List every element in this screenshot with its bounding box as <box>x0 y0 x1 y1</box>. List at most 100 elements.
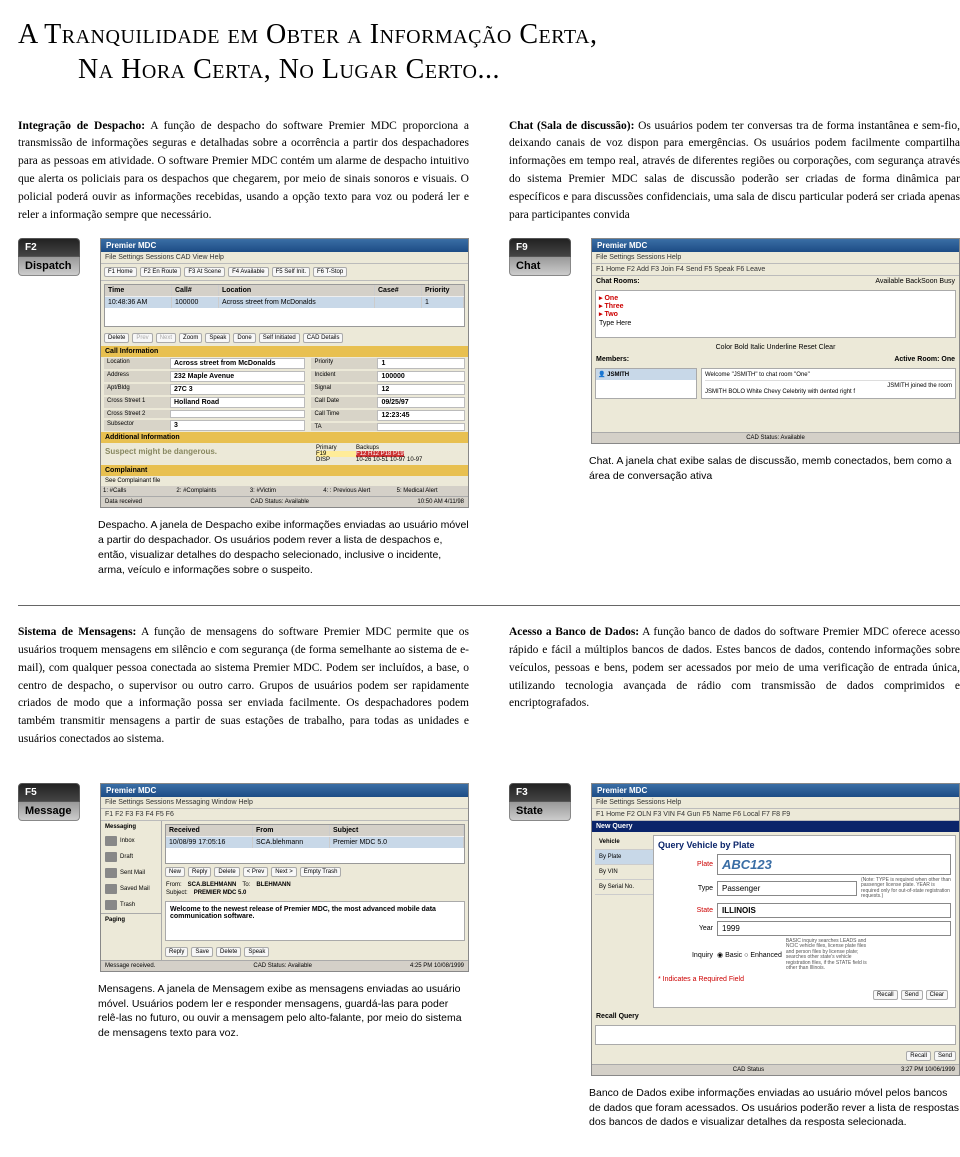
db-query-form: Query Vehicle by Plate PlateABC123 TypeP… <box>653 835 956 1008</box>
btn-delete[interactable]: Delete <box>104 333 129 343</box>
key-f5: F5 <box>18 783 80 802</box>
fv-cs1: Holland Road <box>170 397 305 408</box>
fl-cdate: Call Date <box>311 397 377 408</box>
para-dispatch: Integração de Despacho: A função de desp… <box>18 118 469 225</box>
fv-addr: 232 Maple Avenue <box>170 371 305 382</box>
folder-saved[interactable]: Saved Mail <box>120 886 150 892</box>
db-veh[interactable]: Vehicle <box>595 835 653 850</box>
key-f2: F2 <box>18 238 80 257</box>
msg-del[interactable]: Delete <box>214 867 239 877</box>
db-byplate[interactable]: By Plate <box>595 850 653 865</box>
db-state-val[interactable]: ILLINOIS <box>717 903 951 918</box>
msg-st-recv: Message received. <box>105 963 155 969</box>
btn-cad[interactable]: CAD Details <box>303 333 344 343</box>
tb-available[interactable]: F4 Available <box>228 267 269 277</box>
chat-titlebar: Premier MDC <box>592 239 959 252</box>
msg-from-val: SCA.BLEHMANN <box>188 882 237 888</box>
body-db: A função banco de dados do software Prem… <box>509 626 960 709</box>
db-clear[interactable]: Clear <box>926 990 948 1000</box>
tb-tstop[interactable]: F6 T-Stop <box>313 267 347 277</box>
btn-done[interactable]: Done <box>233 333 255 343</box>
msg-folder-tree[interactable]: Messaging Inbox Draft Sent Mail Saved Ma… <box>101 821 162 960</box>
folder-sent[interactable]: Sent Mail <box>120 870 145 876</box>
btn-zoom[interactable]: Zoom <box>179 333 202 343</box>
db-type-lbl: Type <box>658 885 713 892</box>
status-recv: Data received <box>105 499 142 505</box>
caption-msg: Mensagens. A janela de Mensagem exibe as… <box>18 982 469 1041</box>
keycap-f3: F3 State <box>509 783 571 821</box>
fv-inc: 100000 <box>377 371 465 382</box>
btn-next: Next <box>156 333 176 343</box>
tb-enroute[interactable]: F2 En Route <box>140 267 182 277</box>
db-recall2[interactable]: Recall <box>906 1051 931 1061</box>
gh-time: Time <box>105 285 172 296</box>
chat-member-list[interactable]: 👤 JSMITH <box>595 368 697 399</box>
gr-prio[interactable]: 1 <box>422 297 464 308</box>
chat-room-2[interactable]: Three <box>604 303 623 310</box>
msg-reply[interactable]: Reply <box>188 867 211 877</box>
db-inq-basic[interactable]: Basic <box>725 952 742 959</box>
chat-room-3[interactable]: Two <box>604 311 617 318</box>
chat-room-1[interactable]: One <box>604 295 618 302</box>
screenshot-state: Premier MDC File Settings Sessions Help … <box>591 783 960 1076</box>
tb-atscene[interactable]: F3 At Scene <box>184 267 225 277</box>
mr-date[interactable]: 10/08/99 17:05:16 <box>166 837 253 848</box>
chat-rooms-list[interactable]: ▸ One ▸ Three ▸ Two Type Here <box>595 290 956 338</box>
compl-4: 4: : Previous Alert <box>321 486 394 496</box>
msg-save[interactable]: Save <box>191 947 213 957</box>
gr-time[interactable]: 10:48:36 AM <box>105 297 172 308</box>
folder-messaging: Messaging <box>101 821 161 833</box>
db-send2[interactable]: Send <box>934 1051 956 1061</box>
db-plate-val[interactable]: ABC123 <box>717 854 951 875</box>
keycap-f5: F5 Message <box>18 783 80 821</box>
gr-loc[interactable]: Across street from McDonalds <box>219 297 375 308</box>
btn-selfinit[interactable]: Self Initiated <box>259 333 300 343</box>
msg-speak[interactable]: Speak <box>244 947 269 957</box>
mh-subj: Subject <box>330 825 464 836</box>
msg-next[interactable]: Next > <box>271 867 297 877</box>
mr-subj[interactable]: Premier MDC 5.0 <box>330 837 464 848</box>
msg-subj-val: PREMIER MDC 5.0 <box>194 890 247 896</box>
msg-reply2[interactable]: Reply <box>165 947 188 957</box>
chat-status: CAD Status: Available <box>746 435 805 441</box>
addl-vals: 10-26 10-51 10-97 10-97 <box>356 457 422 463</box>
tb-home[interactable]: F1 Home <box>104 267 137 277</box>
fl-sig: Signal <box>311 384 377 395</box>
tb-selfinit[interactable]: F5 Self Init. <box>272 267 310 277</box>
fl-apt: Apt/Bldg <box>104 384 170 395</box>
db-byserial[interactable]: By Serial No. <box>595 880 653 895</box>
db-year-val[interactable]: 1999 <box>717 921 951 936</box>
db-recall[interactable]: Recall <box>873 990 898 1000</box>
gh-call: Call# <box>172 285 219 296</box>
body-msg: A função de mensagens do software Premie… <box>18 626 469 745</box>
lead-dispatch: Integração de Despacho: <box>18 120 145 132</box>
db-byvin[interactable]: By VIN <box>595 865 653 880</box>
chat-member-1[interactable]: JSMITH <box>607 372 629 378</box>
folder-draft[interactable]: Draft <box>120 854 133 860</box>
db-query-tree[interactable]: Vehicle By Plate By VIN By Serial No. <box>595 835 653 1008</box>
gr-case[interactable] <box>375 297 422 308</box>
key-f9: F9 <box>509 238 571 257</box>
chat-members-label: Members: <box>596 356 629 363</box>
db-send[interactable]: Send <box>901 990 923 1000</box>
msg-new[interactable]: New <box>165 867 185 877</box>
lead-db: Acesso a Banco de Dados: <box>509 626 639 638</box>
mh-recv: Received <box>166 825 253 836</box>
msg-del2[interactable]: Delete <box>216 947 241 957</box>
draft-icon <box>105 852 117 862</box>
gr-call[interactable]: 100000 <box>172 297 219 308</box>
fv-loc: Across street from McDonalds <box>170 358 305 369</box>
chat-presence: Available BackSoon Busy <box>875 278 955 285</box>
folder-inbox[interactable]: Inbox <box>120 838 135 844</box>
chat-fmt-buttons[interactable]: Color Bold Italic Underline Reset Clear <box>592 341 959 354</box>
saved-icon <box>105 884 117 894</box>
db-type-val[interactable]: Passenger <box>717 881 857 896</box>
folder-trash[interactable]: Trash <box>120 902 135 908</box>
mr-from[interactable]: SCA.blehmann <box>253 837 330 848</box>
msg-empty[interactable]: Empty Trash <box>300 867 342 877</box>
gh-prio: Priority <box>422 285 464 296</box>
msg-prev[interactable]: < Prev <box>243 867 269 877</box>
btn-speak[interactable]: Speak <box>205 333 230 343</box>
db-titlebar: Premier MDC <box>592 784 959 797</box>
db-inq-enh[interactable]: Enhanced <box>750 952 782 959</box>
